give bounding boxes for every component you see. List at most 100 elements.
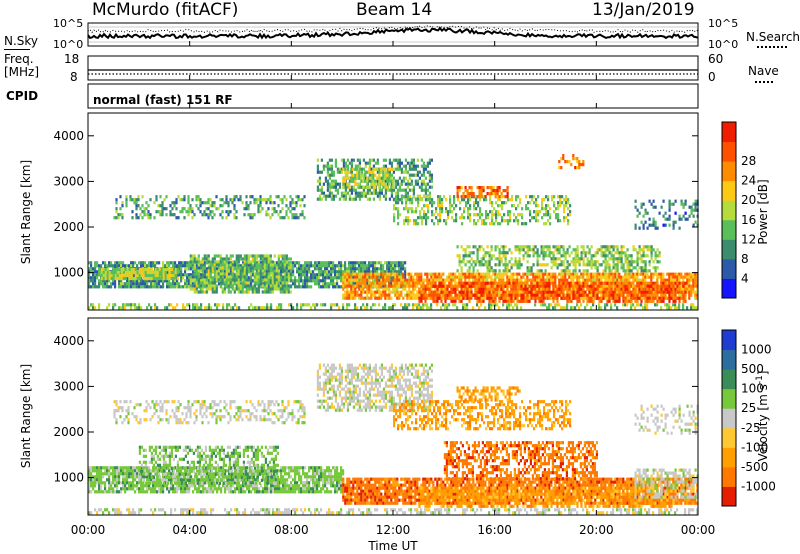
heatmap-cell — [560, 293, 563, 297]
heatmap-cell — [434, 296, 437, 300]
heatmap-cell — [380, 270, 383, 274]
heatmap-cell — [534, 287, 537, 291]
heatmap-cell — [668, 278, 671, 282]
heatmap-cell — [616, 287, 619, 291]
heatmap-cell — [207, 275, 210, 279]
heatmap-cell — [466, 275, 469, 279]
heatmap-cell — [412, 158, 415, 162]
heatmap-cell — [620, 254, 623, 258]
heatmap-cell — [478, 272, 481, 276]
heatmap-cell — [516, 303, 519, 307]
heatmap-cell — [606, 299, 609, 303]
heatmap-cell — [680, 290, 683, 294]
heatmap-cell — [564, 306, 567, 310]
heatmap-cell — [217, 260, 220, 264]
heatmap-cell — [626, 272, 629, 276]
heatmap-cell — [406, 272, 409, 276]
heatmap-cell — [332, 282, 335, 286]
heatmap-cell — [257, 275, 260, 279]
heatmap-cell — [243, 257, 246, 261]
heatmap-cell — [253, 272, 256, 276]
heatmap-cell — [476, 284, 479, 288]
heatmap-cell — [512, 299, 515, 303]
heatmap-cell — [255, 290, 258, 294]
heatmap-cell — [338, 273, 341, 277]
heatmap-cell — [322, 167, 325, 171]
heatmap-cell — [602, 251, 605, 255]
heatmap-cell — [191, 284, 194, 288]
heatmap-cell — [283, 290, 286, 294]
heatmap-cell — [524, 293, 527, 297]
heatmap-cell — [390, 276, 393, 280]
heatmap-cell — [646, 284, 649, 288]
heatmap-cell — [638, 287, 641, 291]
heatmap-cell — [566, 287, 569, 291]
heatmap-cell — [209, 263, 212, 267]
heatmap-cell — [206, 273, 209, 277]
heatmap-cell — [201, 269, 204, 273]
heatmap-cell — [614, 266, 617, 270]
heatmap-cell — [634, 266, 637, 270]
heatmap-cell — [160, 268, 163, 272]
heatmap-cell — [564, 254, 567, 258]
heatmap-cell — [128, 285, 131, 289]
heatmap-cell — [664, 284, 667, 288]
heatmap-cell — [628, 281, 631, 285]
heatmap-cell — [484, 275, 487, 279]
heatmap-cell — [606, 284, 609, 288]
heatmap-cell — [402, 261, 405, 265]
heatmap-cell — [564, 278, 567, 282]
heatmap-cell — [570, 293, 573, 297]
heatmap-cell — [372, 264, 375, 268]
heatmap-cell — [444, 296, 447, 300]
heatmap-cell — [372, 284, 375, 288]
heatmap-cell — [680, 275, 683, 279]
heatmap-cell — [456, 306, 459, 310]
heatmap-cell — [336, 276, 339, 280]
heatmap-cell — [202, 264, 205, 268]
heatmap-cell — [692, 272, 695, 276]
heatmap-cell — [684, 299, 687, 303]
heatmap-cell — [244, 267, 247, 271]
heatmap-cell — [388, 170, 391, 174]
heatmap-cell — [520, 290, 523, 294]
heatmap-cell — [215, 284, 218, 288]
heatmap-cell — [472, 293, 475, 297]
heatmap-cell — [490, 287, 493, 291]
heatmap-cell — [172, 261, 175, 265]
heatmap-cell — [296, 279, 299, 283]
heatmap-cell — [267, 275, 270, 279]
heatmap-cell — [342, 287, 345, 291]
heatmap-cell — [456, 275, 459, 279]
heatmap-cell — [320, 279, 323, 283]
heatmap-cell — [548, 306, 551, 310]
heatmap-cell — [128, 303, 131, 307]
heatmap-cell — [217, 278, 220, 282]
heatmap-cell — [420, 281, 423, 285]
heatmap-cell — [342, 164, 345, 168]
heatmap-cell — [620, 266, 623, 270]
heatmap-cell — [626, 284, 629, 288]
heatmap-cell — [562, 269, 565, 273]
heatmap-cell — [502, 251, 505, 255]
heatmap-cell — [263, 257, 266, 261]
heatmap-cell — [138, 279, 141, 283]
heatmap-cell — [600, 299, 603, 303]
heatmap-cell — [374, 191, 377, 195]
heatmap-cell — [374, 261, 377, 265]
heatmap-cell — [540, 251, 543, 255]
heatmap-cell — [510, 293, 513, 297]
heatmap-cell — [526, 245, 529, 249]
heatmap-cell — [197, 254, 200, 258]
heatmap-cell — [622, 278, 625, 282]
heatmap-cell — [572, 260, 575, 264]
heatmap-cell — [298, 282, 301, 286]
heatmap-cell — [592, 278, 595, 282]
heatmap-cell — [261, 269, 264, 273]
heatmap-cell — [546, 290, 549, 294]
heatmap-cell — [312, 270, 315, 274]
heatmap-cell — [570, 275, 573, 279]
heatmap-cell — [238, 264, 241, 268]
heatmap-cell — [271, 278, 274, 282]
heatmap-cell — [374, 296, 377, 300]
